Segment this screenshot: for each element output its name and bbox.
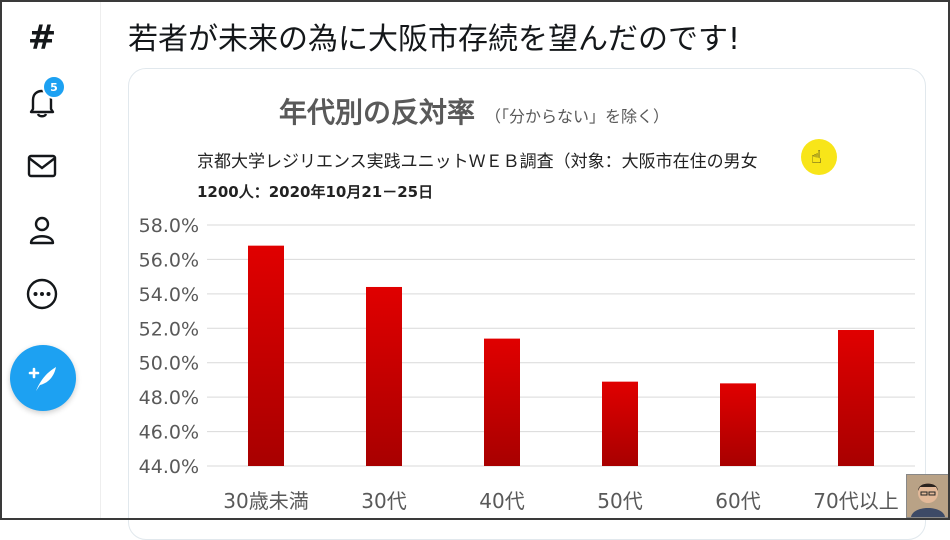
chart-source-line1: 京都大学レジリエンス実践ユニットＷＥＢ調査（対象：大阪市在住の男女 [197,152,758,172]
y-tick-label: 58.0% [139,215,199,237]
mouse-pointer-icon: ☝ [811,147,822,168]
presenter-face-icon [907,475,949,517]
x-category-label: 50代 [597,489,642,513]
x-category-label: 70代以上 [813,489,898,513]
messages-button[interactable] [18,142,66,190]
bar-chart: 44.0% 46.0% 48.0% 50.0% 52.0% 54.0% 56.0% 58.0%… [139,215,915,513]
x-category-label: 30歳未満 [223,489,308,513]
notifications-button[interactable]: 5 [18,75,66,126]
presenter-thumbnail [906,474,950,518]
user-icon [29,216,55,245]
hashtag-icon: # [27,18,57,58]
compose-tweet-button[interactable] [10,345,76,411]
chart-source-line2: 1200人：2020年10月21－25日 [197,183,434,201]
y-tick-label: 54.0% [139,284,199,306]
y-tick-label: 44.0% [139,456,199,478]
chart-image-card[interactable]: 年代別の反対率 （「分からない」を除く） 京都大学レジリエンス実践ユニットＷＥＢ調… [128,68,926,540]
explore-button[interactable]: # [18,14,66,62]
post-text: 若者が未来の為に大阪市存続を望んだのです! [128,22,741,57]
profile-button[interactable] [18,206,66,254]
bar-30歳未満 [248,245,284,466]
feather-plus-icon [28,367,56,391]
x-category-label: 40代 [479,489,524,513]
chart-title: 年代別の反対率 （「分からない」を除く） [279,91,669,131]
y-tick-label: 46.0% [139,422,199,444]
bar-70代以上 [838,330,874,466]
y-tick-label: 48.0% [139,387,199,409]
bar-40代 [484,338,520,466]
y-tick-label: 50.0% [139,353,199,375]
envelope-icon [27,154,57,178]
x-category-label: 30代 [361,489,406,513]
chart-subtitle: （「分からない」を除く） [485,107,670,126]
bar-60代 [720,383,756,466]
bar-30代 [366,286,402,466]
y-tick-label: 56.0% [139,249,199,271]
more-button[interactable] [18,270,66,318]
notification-badge: 5 [42,75,66,99]
more-dots-icon [26,278,58,310]
chart-title-main: 年代別の反対率 [279,96,476,129]
sidebar-nav: # 5 [0,0,101,520]
bar-50代 [602,381,638,466]
y-tick-label: 52.0% [139,318,199,340]
x-category-label: 60代 [715,489,760,513]
cursor-highlight [801,139,837,175]
